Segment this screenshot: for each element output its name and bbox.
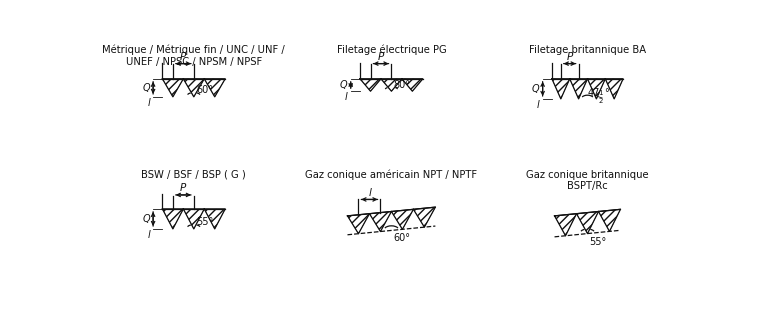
- Polygon shape: [183, 209, 204, 229]
- Text: l: l: [147, 97, 150, 108]
- Text: P: P: [567, 52, 573, 62]
- Text: Filetage électrique PG: Filetage électrique PG: [336, 45, 446, 55]
- Text: BSW / BSF / BSP ( G ): BSW / BSF / BSP ( G ): [141, 170, 246, 180]
- Text: Q: Q: [143, 214, 150, 224]
- Text: 55°: 55°: [589, 237, 607, 247]
- Text: P: P: [180, 52, 186, 62]
- Polygon shape: [381, 79, 402, 91]
- Polygon shape: [347, 214, 369, 234]
- Text: °: °: [604, 88, 609, 98]
- Text: l: l: [147, 230, 150, 240]
- Polygon shape: [204, 79, 225, 97]
- Text: Filetage britannique BA: Filetage britannique BA: [529, 45, 646, 55]
- Text: 55°: 55°: [196, 217, 213, 227]
- Text: 80°: 80°: [394, 80, 410, 90]
- Text: P: P: [378, 52, 384, 62]
- Polygon shape: [414, 207, 436, 227]
- Text: Q: Q: [532, 84, 539, 94]
- Polygon shape: [588, 79, 605, 99]
- Text: Gaz conique américain NPT / NPTF: Gaz conique américain NPT / NPTF: [305, 170, 478, 180]
- Polygon shape: [552, 79, 570, 99]
- Polygon shape: [360, 79, 381, 91]
- Polygon shape: [577, 212, 598, 234]
- Polygon shape: [204, 209, 225, 229]
- Text: Métrique / Métrique fin / UNC / UNF /
UNEF / NPSC / NPSM / NPSF: Métrique / Métrique fin / UNC / UNF / UN…: [102, 45, 285, 67]
- Polygon shape: [402, 79, 423, 91]
- Polygon shape: [369, 212, 391, 232]
- Text: Q: Q: [340, 80, 348, 90]
- Polygon shape: [555, 214, 577, 236]
- Polygon shape: [391, 209, 414, 229]
- Text: P: P: [180, 183, 186, 193]
- Polygon shape: [163, 209, 183, 229]
- Polygon shape: [605, 79, 623, 99]
- Text: 47: 47: [588, 88, 600, 98]
- Text: Q: Q: [143, 83, 150, 93]
- Text: 60°: 60°: [196, 85, 213, 95]
- Text: l: l: [369, 187, 372, 198]
- Polygon shape: [570, 79, 588, 99]
- Text: 1: 1: [599, 90, 604, 96]
- Text: Gaz conique britannique
BSPT/Rc: Gaz conique britannique BSPT/Rc: [526, 170, 649, 191]
- Text: l: l: [345, 92, 348, 102]
- Polygon shape: [163, 79, 183, 97]
- Text: 2: 2: [599, 98, 603, 104]
- Polygon shape: [183, 79, 204, 97]
- Polygon shape: [598, 209, 620, 232]
- Text: l: l: [537, 100, 539, 110]
- Text: 60°: 60°: [393, 234, 410, 244]
